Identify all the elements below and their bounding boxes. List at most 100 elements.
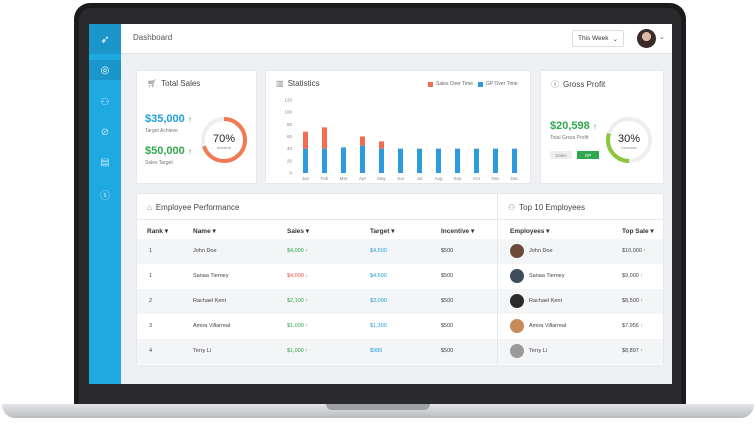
x-tick-label: Aug — [434, 176, 443, 181]
sales-value: $2,100 — [287, 298, 304, 304]
name-cell: Terry Li — [193, 348, 212, 354]
list-item[interactable]: Sanaa Tierney $9,000 ↑ — [498, 264, 663, 289]
x-tick-label: Sep — [453, 176, 462, 181]
employee-performance-title-text: Employee Performance — [155, 203, 240, 212]
dashboard-icon[interactable]: ◎ — [89, 60, 121, 80]
document-icon[interactable]: ▤ — [100, 156, 110, 168]
col-target[interactable]: Target ▾ — [370, 228, 395, 235]
incentive-cell: $500 — [441, 248, 454, 254]
col-name[interactable]: Name ▾ — [193, 228, 216, 235]
x-tick-label: Jul — [417, 176, 423, 181]
employee-name: Terry Li — [529, 348, 548, 354]
sidebar: ➶ ◎ ⚇ ⊘ ▤ ⓢ — [89, 24, 121, 384]
bar-gp[interactable] — [436, 148, 441, 173]
arrow-up-icon: ↑ — [305, 298, 309, 304]
employee-name: Rachael Kent — [529, 298, 563, 304]
achieve-label: Achieve — [217, 145, 232, 150]
bar-gp[interactable] — [398, 148, 403, 173]
bar-gp[interactable] — [417, 148, 422, 173]
top-sale-value: $7,956 — [622, 323, 639, 329]
achieve-donut-arc — [201, 117, 247, 163]
legend-sales-label: Sales Over Time — [436, 81, 473, 87]
bar-sales[interactable] — [322, 127, 327, 149]
dollar-icon[interactable]: ⓢ — [100, 190, 110, 202]
sales-value: $4,000 — [287, 248, 304, 254]
bar-gp[interactable] — [455, 148, 460, 173]
col-name-label: Name — [193, 228, 211, 235]
gross-profit-donut: 30% Increase — [606, 117, 652, 163]
top-sale-value: $9,000 — [622, 273, 639, 279]
col-top-sale-label: Top Sale — [622, 228, 649, 235]
bar-gp[interactable] — [493, 148, 498, 173]
chevron-down-icon[interactable]: ⌄ — [659, 34, 665, 41]
gross-profit-donut-arc — [606, 117, 652, 163]
user-icon[interactable]: ⚇ — [100, 96, 110, 108]
gross-profit-value-text: $20,598 — [550, 120, 590, 132]
table-row[interactable]: 3 Amira Villarreal $1,000 ↑ $1,300 $500 — [137, 314, 572, 339]
arrow-up-icon: ↑ — [592, 122, 597, 131]
bar-gp[interactable] — [322, 148, 327, 173]
top-sale-value: $10,000 — [622, 248, 642, 254]
top-employees-title: ⚇ Top 10 Employees — [508, 203, 585, 212]
bar-gp[interactable] — [379, 148, 384, 173]
group-icon: ⚇ — [508, 203, 516, 212]
arrow-up-icon: ↑ — [305, 348, 309, 354]
bar-gp[interactable] — [303, 148, 308, 173]
currency-icon[interactable]: ⊘ — [100, 126, 110, 138]
statistics-chart: 120 100 80 60 40 20 0 Jan Feb Mar Apr May Jun Jul Aug S… — [284, 98, 519, 182]
arrow-up-icon: ↑ — [305, 323, 309, 329]
list-item[interactable]: Rachael Kent $8,500 ↑ — [498, 289, 663, 314]
col-target-label: Target — [370, 228, 390, 235]
bar-gp[interactable] — [512, 148, 517, 173]
toggle-sales[interactable]: Sales — [550, 151, 572, 159]
target-cell: $4,500 — [370, 273, 387, 279]
statistics-title: ▥ Statistics — [276, 79, 320, 88]
target-achieved-value-text: $35,000 — [145, 113, 185, 125]
name-cell: Sanaa Tierney — [193, 273, 229, 279]
gross-profit-percent-label: Increase — [621, 145, 637, 150]
x-tick-label: Feb — [321, 176, 329, 181]
avatar — [510, 244, 524, 258]
bar-gp[interactable] — [474, 148, 479, 173]
gross-profit-card: ⓢ Gross Profit $20,598 ↑ Total Gross Pro… — [540, 70, 664, 184]
list-item[interactable]: Amira Villarreal $7,956 ↑ — [498, 314, 663, 339]
top-sale-cell: $7,956 ↑ — [622, 323, 643, 329]
col-rank[interactable]: Rank ▾ — [147, 228, 168, 235]
bar-sales[interactable] — [360, 136, 365, 146]
laptop-notch — [326, 404, 430, 410]
bar-sales[interactable] — [379, 141, 384, 149]
gross-profit-percent: 30% — [618, 133, 640, 145]
screen: ➶ ◎ ⚇ ⊘ ▤ ⓢ Dashboard This Week ⌄ ⌄ 🛒︎ T… — [89, 24, 672, 384]
bar-gp[interactable] — [360, 145, 365, 173]
col-employees[interactable]: Employees ▾ — [510, 228, 550, 235]
col-top-sale[interactable]: Top Sale ▾ — [622, 228, 654, 235]
col-employees-label: Employees — [510, 228, 545, 235]
rocket-icon[interactable]: ➶ — [89, 24, 121, 54]
total-sales-title: 🛒︎ Total Sales — [147, 79, 200, 88]
gross-profit-title-text: Gross Profit — [563, 80, 606, 89]
incentive-cell: $500 — [441, 348, 454, 354]
list-item[interactable]: John Doe $10,000 ↑ — [498, 239, 663, 264]
x-tick-label: Apr — [359, 176, 367, 181]
col-sales-label: Sales — [287, 228, 304, 235]
rank-cell: 3 — [149, 323, 153, 329]
avatar[interactable] — [637, 29, 656, 48]
arrow-up-icon: ↑ — [643, 248, 647, 254]
col-incentive[interactable]: Incentive ▾ — [441, 228, 475, 235]
table-row[interactable]: 1 Sanaa Tierney $4,000 ↓ $4,500 $500 — [137, 264, 572, 289]
y-tick-label: 0 — [289, 171, 292, 176]
list-item[interactable]: Terry Li $8,897 ↑ — [498, 339, 663, 364]
employee-name: John Doe — [529, 248, 553, 254]
bar-gp[interactable] — [341, 147, 346, 173]
top-sale-cell: $8,500 ↑ — [622, 298, 643, 304]
col-sales[interactable]: Sales ▾ — [287, 228, 310, 235]
gross-profit-title: ⓢ Gross Profit — [551, 79, 605, 90]
y-tick-label: 80 — [287, 122, 293, 127]
sales-value: $1,000 — [287, 348, 304, 354]
bar-sales[interactable] — [303, 131, 308, 149]
chevron-down-icon: ⌄ — [612, 35, 619, 43]
toggle-gp[interactable]: GP — [577, 151, 599, 159]
target-cell: $980 — [370, 348, 383, 354]
period-select[interactable]: This Week ⌄ — [572, 30, 624, 47]
x-tick-label: Jun — [397, 176, 405, 181]
